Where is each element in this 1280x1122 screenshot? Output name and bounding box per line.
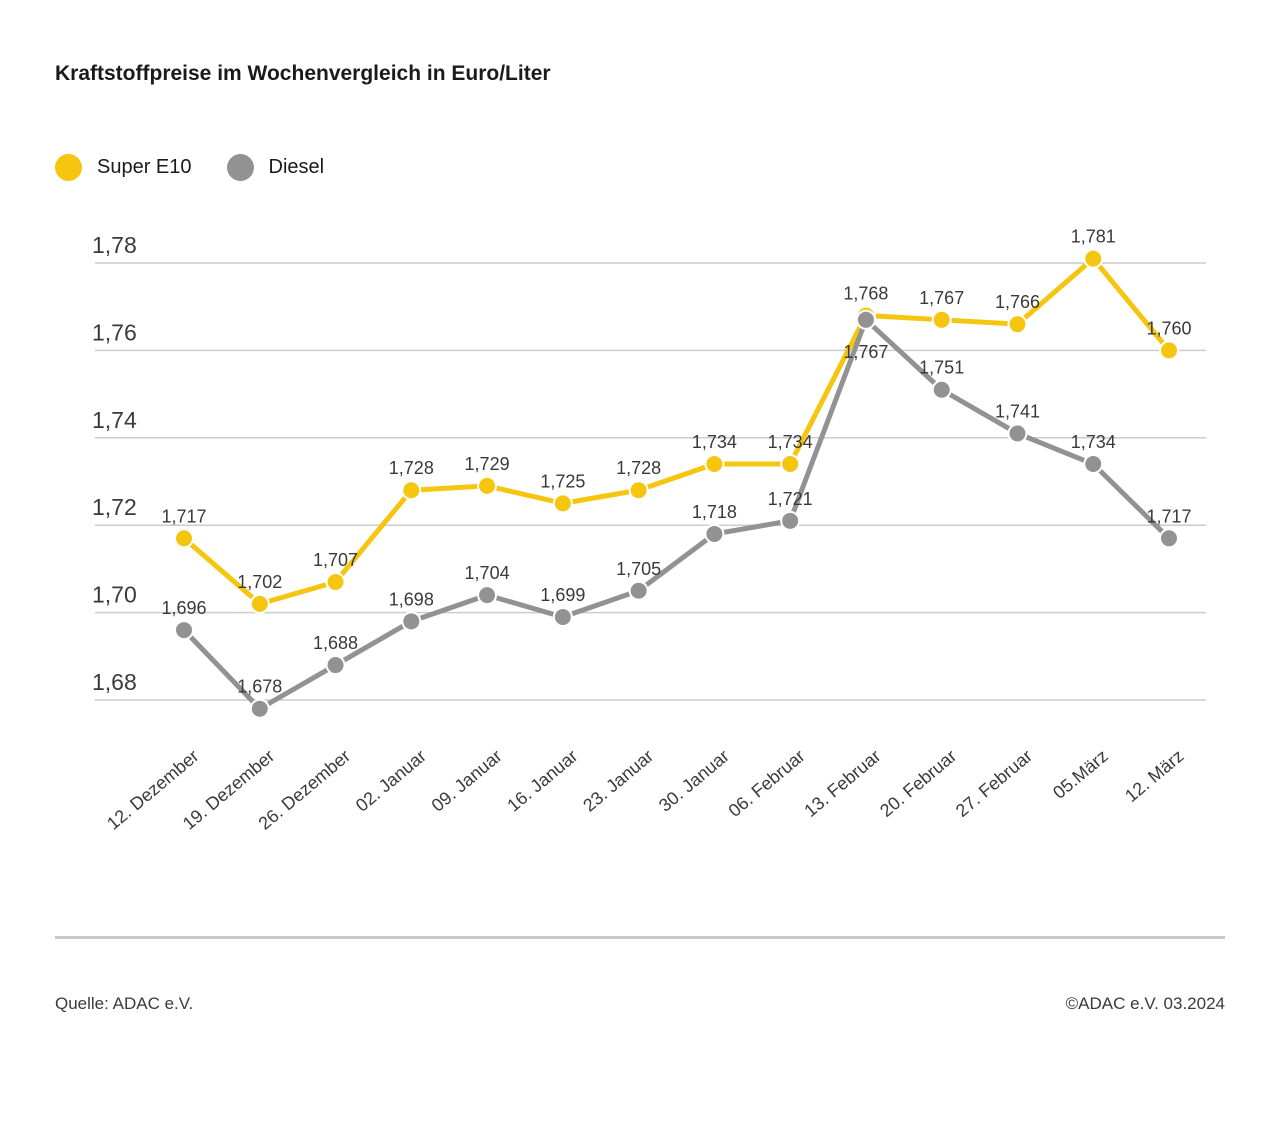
x-axis-label: 23. Januar [579, 746, 657, 816]
data-point [174, 620, 194, 641]
copyright-text: ©ADAC e.V. 03.2024 [1065, 994, 1225, 1013]
data-point-label: 1,728 [389, 458, 434, 478]
data-point [1083, 454, 1104, 475]
y-axis-tick-label: 1,68 [92, 669, 137, 695]
data-point-label: 1,705 [616, 559, 661, 579]
data-point-label: 1,768 [843, 283, 888, 303]
data-point [931, 309, 952, 330]
data-point-label: 1,704 [465, 563, 510, 583]
chart-title: Kraftstoffpreise im Wochenvergleich in E… [55, 62, 551, 85]
x-axis-label: 05.März [1049, 746, 1112, 803]
data-point [249, 593, 270, 614]
data-point-label: 1,698 [389, 589, 434, 609]
data-point-label: 1,767 [843, 342, 888, 362]
data-point [325, 655, 346, 676]
data-point-label: 1,760 [1146, 318, 1191, 338]
data-point-label: 1,702 [237, 572, 282, 592]
data-point [552, 606, 573, 627]
data-point [1159, 528, 1179, 549]
x-axis-label: 20. Februar [876, 746, 960, 821]
data-point [628, 580, 649, 601]
x-axis-label: 30. Januar [655, 746, 733, 816]
data-point-label: 1,717 [1146, 506, 1191, 526]
data-point [704, 523, 725, 544]
data-point-label: 1,718 [692, 502, 737, 522]
y-axis-tick-label: 1,70 [92, 582, 137, 608]
data-point [780, 510, 801, 531]
data-point-label: 1,766 [995, 292, 1040, 312]
x-axis-label: 02. Januar [352, 746, 430, 816]
data-point-label: 1,734 [1071, 432, 1116, 452]
y-axis-tick-label: 1,72 [92, 494, 137, 520]
y-axis-tick-label: 1,78 [92, 232, 137, 258]
data-point [401, 611, 422, 632]
data-point-label: 1,725 [540, 471, 585, 491]
data-point-label: 1,741 [995, 401, 1040, 421]
data-point-label: 1,767 [919, 288, 964, 308]
data-point [249, 698, 270, 719]
data-point-label: 1,717 [161, 506, 206, 526]
x-axis-label: 09. Januar [428, 746, 506, 816]
data-point-label: 1,728 [616, 458, 661, 478]
data-point-label: 1,696 [161, 598, 206, 618]
data-point-label: 1,721 [768, 489, 813, 509]
y-axis-tick-label: 1,76 [92, 319, 137, 345]
data-point-label: 1,734 [692, 432, 737, 452]
data-point [325, 572, 346, 593]
data-point [477, 475, 498, 496]
legend-label-diesel: Diesel [268, 156, 325, 178]
chart-legend: Super E10 Diesel [55, 154, 324, 181]
data-point [931, 379, 952, 400]
data-point-label: 1,729 [465, 454, 510, 474]
data-point [855, 309, 876, 330]
data-point [1007, 314, 1028, 335]
x-axis-label: 06. Februar [725, 746, 809, 821]
x-axis-label: 27. Februar [952, 746, 1036, 821]
source-text: Quelle: ADAC e.V. [55, 994, 194, 1013]
data-point [552, 493, 573, 514]
x-axis-label: 13. Februar [800, 746, 884, 821]
series-line-super-e10 [181, 256, 1172, 607]
series-line-diesel [181, 317, 1172, 712]
data-point [174, 528, 194, 549]
data-point-label: 1,707 [313, 550, 358, 570]
data-point-label: 1,751 [919, 358, 964, 378]
data-point [1083, 248, 1104, 269]
data-point-label: 1,699 [540, 585, 585, 605]
data-point-label: 1,734 [768, 432, 813, 452]
x-axis-label: 16. Januar [503, 746, 581, 816]
data-point [628, 480, 649, 501]
data-point [1007, 423, 1028, 444]
legend-label-super-e10: Super E10 [97, 156, 192, 178]
data-point [477, 585, 498, 606]
data-point [1159, 340, 1179, 361]
legend-dot-diesel [226, 154, 254, 181]
x-axis-label: 12. März [1121, 746, 1188, 806]
y-axis-tick-label: 1,74 [92, 407, 137, 433]
data-point-label: 1,781 [1071, 227, 1116, 247]
data-point-label: 1,678 [237, 677, 282, 697]
data-point [401, 480, 422, 501]
legend-dot-super-e10 [55, 154, 82, 181]
data-point-label: 1,688 [313, 633, 358, 653]
data-point [780, 454, 801, 475]
footer-divider [55, 936, 1225, 939]
data-point [704, 454, 725, 475]
